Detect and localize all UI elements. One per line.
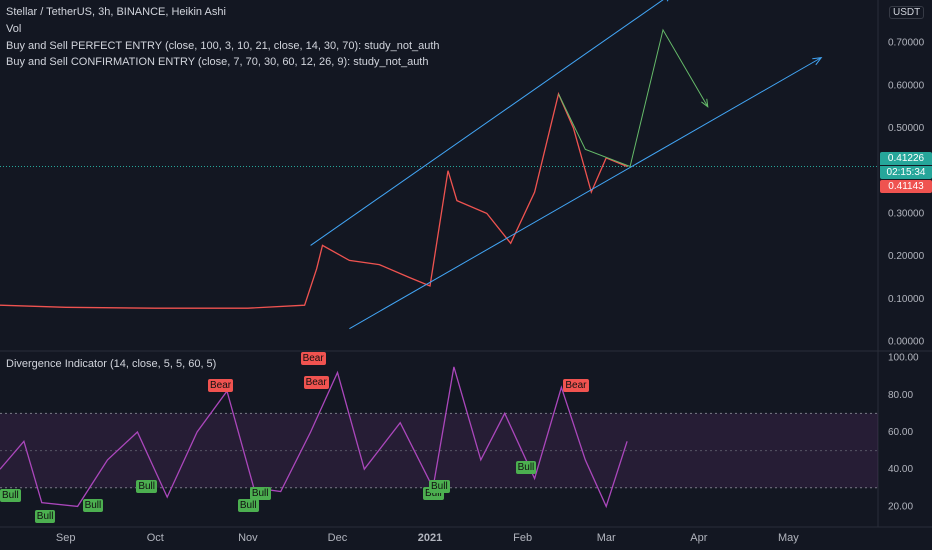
time-axis-tick: Dec bbox=[328, 532, 348, 544]
legend-study-perfect-entry: Buy and Sell PERFECT ENTRY (close, 100, … bbox=[6, 40, 440, 52]
indicator-axis-tick: 80.00 bbox=[888, 390, 913, 401]
signal-bull-label: Bull bbox=[237, 498, 259, 512]
price-axis-tick: 0.00000 bbox=[888, 336, 925, 347]
time-axis-tick: Oct bbox=[147, 532, 164, 544]
time-axis-tick: Apr bbox=[690, 532, 707, 544]
indicator-line bbox=[0, 366, 628, 509]
channel-lower-line-arrowhead bbox=[812, 56, 823, 66]
price-axis-tick: 0.30000 bbox=[888, 208, 925, 219]
price-axis-tick: 0.10000 bbox=[888, 294, 925, 305]
signal-bull-label: Bull bbox=[515, 461, 537, 475]
channel-upper-line-arrowhead bbox=[666, 0, 669, 2]
price-axis-tick: 0.50000 bbox=[888, 123, 925, 134]
signal-bear-label: Bear bbox=[208, 379, 234, 393]
price-axis-tick: 0.70000 bbox=[888, 38, 925, 49]
time-axis-tick: Feb bbox=[513, 532, 532, 544]
indicator-axis-tick: 100.00 bbox=[888, 353, 919, 364]
time-axis-tick: May bbox=[778, 532, 799, 544]
time-axis-tick: Sep bbox=[56, 532, 76, 544]
projection-path bbox=[558, 28, 709, 168]
legend-study-confirmation-entry: Buy and Sell CONFIRMATION ENTRY (close, … bbox=[6, 56, 429, 68]
currency-button[interactable]: USDT bbox=[889, 6, 925, 19]
signal-bear-label: Bear bbox=[300, 351, 326, 365]
legend-vol: Vol bbox=[6, 23, 22, 35]
channel-lower-line bbox=[349, 57, 822, 330]
price-axis-tick: 0.20000 bbox=[888, 251, 925, 262]
countdown-badge: 02:15:34 bbox=[880, 166, 932, 179]
chart-title: Stellar / TetherUS, 3h, BINANCE, Heikin … bbox=[6, 6, 226, 18]
secondary-price-badge: 0.41143 bbox=[880, 180, 932, 193]
signal-bull-label: Bull bbox=[0, 489, 21, 503]
time-axis-tick: Nov bbox=[238, 532, 258, 544]
current-price-badge: 0.41226 bbox=[880, 152, 932, 165]
signal-bull-label: Bull bbox=[82, 498, 104, 512]
signal-bull-label: Bull bbox=[249, 487, 271, 501]
signal-bull-label: Bull bbox=[429, 479, 450, 493]
price-axis-tick: 0.60000 bbox=[888, 80, 925, 91]
indicator-axis-tick: 40.00 bbox=[888, 464, 913, 475]
projection-arrowhead bbox=[701, 98, 709, 108]
indicator-axis-tick: 20.00 bbox=[888, 501, 913, 512]
signal-bull-label: Bull bbox=[136, 479, 158, 493]
signal-bear-label: Bear bbox=[563, 379, 589, 393]
indicator-axis-tick: 60.00 bbox=[888, 427, 913, 438]
channel-upper-line bbox=[310, 0, 664, 246]
legend-divergence-indicator: Divergence Indicator (14, close, 5, 5, 6… bbox=[6, 358, 217, 370]
time-axis-tick: 2021 bbox=[418, 532, 442, 544]
time-axis-tick: Mar bbox=[597, 532, 616, 544]
signal-bull-label: Bull bbox=[34, 509, 56, 523]
price-series-line bbox=[0, 91, 628, 309]
signal-bear-label: Bear bbox=[303, 375, 329, 389]
